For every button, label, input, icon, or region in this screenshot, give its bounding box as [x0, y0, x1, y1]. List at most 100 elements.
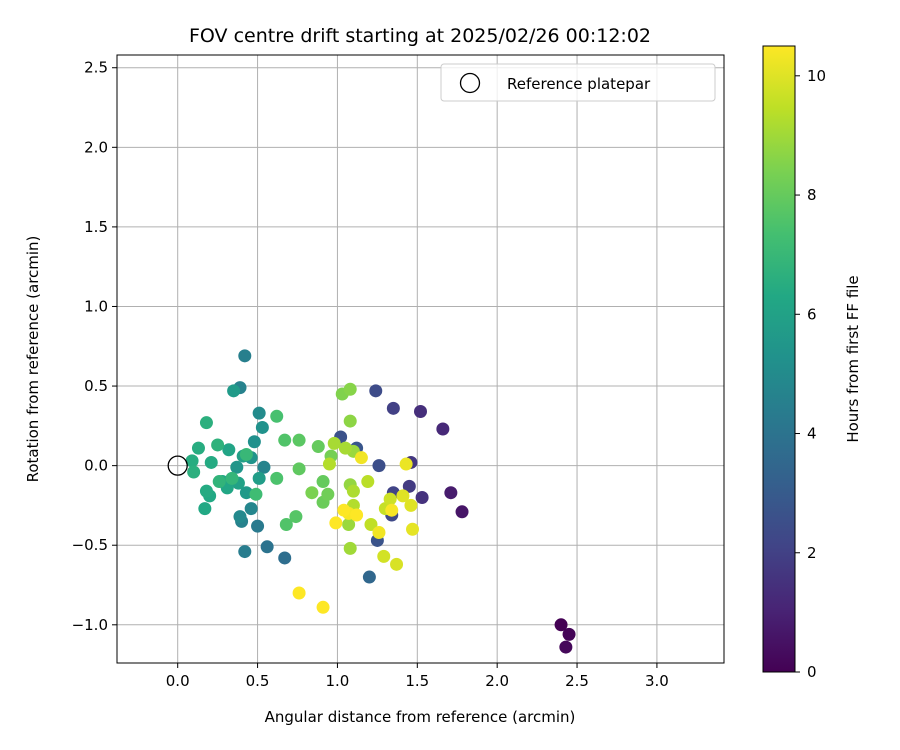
colorbar-tick-label: 2 [807, 544, 817, 562]
x-tick-label: 0.5 [246, 672, 270, 690]
data-point [198, 502, 212, 516]
data-point [342, 518, 356, 532]
data-point [211, 438, 225, 452]
data-point [404, 498, 418, 512]
data-point [372, 459, 386, 473]
data-point [311, 440, 325, 454]
data-point [278, 433, 292, 447]
chart-title: FOV centre drift starting at 2025/02/26 … [189, 25, 651, 47]
data-point [199, 416, 213, 430]
data-point [337, 503, 351, 517]
data-point [369, 384, 383, 398]
data-point [305, 486, 319, 500]
data-point [191, 441, 205, 455]
y-tick-label: 1.5 [84, 218, 108, 236]
x-tick-label: 1.0 [326, 672, 350, 690]
data-point [270, 471, 284, 485]
x-tick-label: 1.5 [405, 672, 429, 690]
data-point [396, 489, 410, 503]
y-axis-label: Rotation from reference (arcmin) [24, 236, 42, 483]
data-point [386, 401, 400, 415]
data-point [322, 457, 336, 471]
data-point [455, 505, 469, 519]
data-point [372, 525, 386, 539]
x-axis-ticks: 0.0 0.5 1.0 1.5 2.0 2.5 3.0 [166, 663, 669, 690]
y-tick-label: 0.0 [84, 457, 108, 475]
data-point [252, 471, 266, 485]
data-point [227, 384, 241, 398]
plot-frame [116, 54, 725, 664]
y-tick-label: 0.5 [84, 377, 108, 395]
legend-box [440, 63, 716, 102]
data-point [415, 490, 429, 504]
data-point [187, 465, 201, 479]
data-point [414, 405, 427, 419]
data-point [289, 510, 303, 524]
data-point [338, 441, 352, 455]
data-point [247, 435, 261, 449]
colorbar-tick-label: 10 [807, 67, 826, 85]
colorbar-tick-label: 0 [807, 663, 817, 681]
data-point [251, 519, 265, 533]
data-point [199, 484, 213, 498]
data-point [222, 443, 236, 457]
data-point [244, 502, 258, 516]
data-point [233, 510, 247, 524]
data-point [406, 522, 420, 536]
data-point [554, 618, 568, 632]
x-axis-label: Angular distance from reference (arcmin) [265, 708, 576, 726]
data-point [377, 549, 391, 563]
legend-marker-reference [459, 72, 481, 94]
data-point [327, 436, 341, 450]
data-point [444, 486, 458, 500]
data-point [185, 454, 199, 468]
data-point [343, 414, 357, 428]
reference-marker [167, 455, 188, 476]
colorbar-gradient [762, 45, 796, 673]
data-point [278, 551, 292, 565]
data-point [260, 540, 274, 554]
data-point [399, 457, 413, 471]
data-point [270, 409, 284, 423]
data-point [238, 349, 252, 363]
data-point [292, 586, 306, 600]
colorbar-ticks: 0 2 4 6 8 10 [795, 67, 826, 681]
data-point [402, 479, 416, 493]
grid-lines [117, 55, 724, 663]
colorbar-label: Hours from first FF file [844, 275, 862, 442]
data-point [238, 545, 252, 559]
data-point [559, 640, 573, 654]
colorbar: 0 2 4 6 8 10 Hours from first FF file [762, 45, 862, 681]
y-tick-label: −0.5 [72, 536, 108, 554]
y-tick-label: 1.0 [84, 297, 108, 315]
y-tick-label: 2.0 [84, 138, 108, 156]
data-point [350, 508, 364, 522]
data-point [230, 460, 244, 474]
data-point [383, 492, 397, 506]
legend-label-reference: Reference platepar [507, 75, 651, 93]
data-point [316, 600, 330, 614]
data-point [361, 475, 375, 489]
scatter-points [185, 349, 576, 654]
data-point [279, 518, 293, 532]
data-point [212, 475, 226, 489]
data-point [329, 516, 343, 530]
data-point [204, 455, 218, 469]
x-tick-label: 3.0 [645, 672, 669, 690]
data-point [354, 451, 368, 465]
data-point [239, 486, 253, 500]
y-tick-label: 2.5 [84, 59, 108, 77]
x-tick-label: 2.0 [485, 672, 509, 690]
data-point [385, 503, 399, 517]
data-point [343, 382, 357, 396]
colorbar-tick-label: 4 [807, 425, 817, 443]
data-point [239, 447, 253, 461]
data-point [436, 422, 450, 436]
data-point [255, 420, 269, 434]
colorbar-tick-label: 6 [807, 305, 817, 323]
data-point [292, 433, 306, 447]
data-point [562, 627, 576, 641]
data-point [390, 557, 404, 571]
data-point [252, 406, 266, 420]
